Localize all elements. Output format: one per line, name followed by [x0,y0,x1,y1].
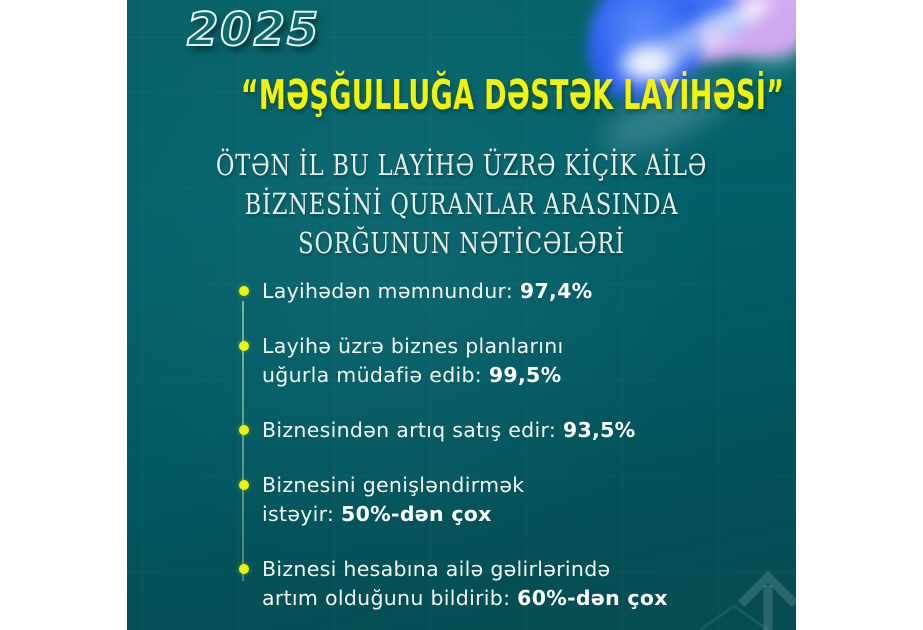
results-list: Layihədən məmnundur: 97,4% Layihə üzrə bi… [239,277,752,630]
subtitle-line: ÖTƏN İL BU LAYİHƏ ÜZRƏ KİÇİK AİLƏ [215,148,708,182]
up-arrow-icon [699,570,796,630]
result-item: Biznesini genişləndirmək istəyir: 50%-dən… [239,471,752,529]
subtitle-line: SORĞUNUN NƏTİCƏLƏRİ [298,226,625,260]
timeline-connector [242,301,244,581]
poster-title: “MƏŞĞULLUĞA DƏSTƏK LAYİHƏSİ” [240,71,785,119]
triangle-outline-icon [699,604,769,630]
result-value: 60%-dən çox [517,586,668,610]
result-value: 99,5% [488,363,562,387]
year-badge: 2025 [186,3,321,57]
result-value: 50%-dən çox [341,502,492,526]
result-item: Layihə üzrə biznes planlarını uğurla müda… [239,332,752,390]
infographic-poster: 2025 “MƏŞĞULLUĞA DƏSTƏK LAYİHƏSİ” ÖTƏN İ… [127,0,796,630]
subtitle-line: BİZNESİNİ QURANLAR ARASINDA [244,187,679,221]
result-value: 97,4% [519,279,593,303]
result-item: Layihədən məmnundur: 97,4% [239,277,752,306]
result-value: 93,5% [562,418,636,442]
result-item: Biznesindən artıq satış edir: 93,5% [239,416,752,445]
poster-subtitle: ÖTƏN İL BU LAYİHƏ ÜZRƏ KİÇİK AİLƏ BİZNES… [201,146,723,263]
result-item: Biznesi hesabına ailə gəlirlərində artım … [239,555,752,613]
